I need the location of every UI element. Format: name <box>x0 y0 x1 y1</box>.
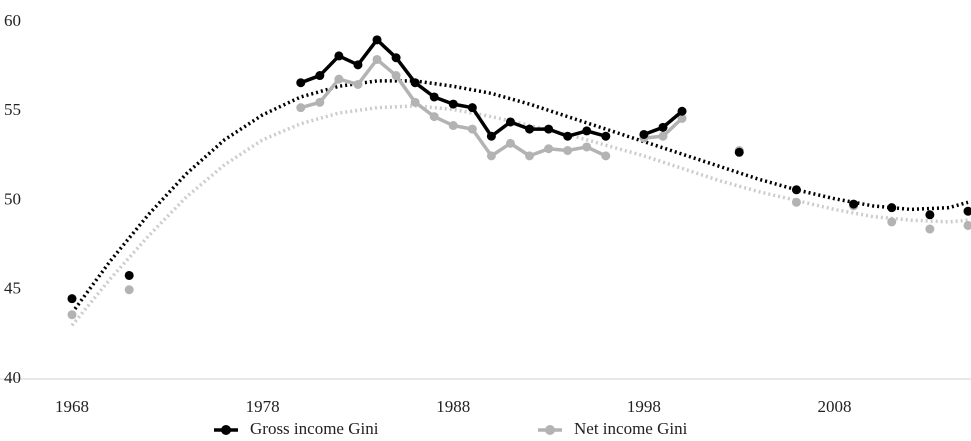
series-line <box>301 40 968 211</box>
data-point <box>315 71 325 81</box>
data-point <box>391 53 401 63</box>
y-tick-label: 45 <box>4 279 21 298</box>
data-point <box>525 124 535 134</box>
series-line <box>301 59 968 225</box>
data-point <box>448 121 458 131</box>
data-point <box>505 138 515 148</box>
data-point <box>429 92 439 102</box>
data-point <box>925 210 935 220</box>
data-point <box>296 103 306 113</box>
data-point <box>372 54 382 64</box>
data-point <box>315 97 325 107</box>
data-point <box>658 122 668 132</box>
data-point <box>601 131 611 141</box>
data-point <box>334 51 344 61</box>
legend-label: Net income Gini <box>574 419 688 438</box>
data-point <box>67 294 77 304</box>
data-point <box>124 270 134 280</box>
data-point <box>658 131 668 141</box>
y-tick-label: 40 <box>4 368 21 387</box>
x-tick-label: 1988 <box>436 397 470 416</box>
data-point <box>410 97 420 107</box>
data-point <box>582 142 592 152</box>
data-point <box>486 151 496 161</box>
y-tick-label: 55 <box>4 100 21 119</box>
data-point <box>582 126 592 136</box>
data-point <box>486 131 496 141</box>
data-point <box>925 224 935 234</box>
legend-marker <box>221 425 231 435</box>
data-point <box>677 113 687 123</box>
x-tick-label: 1998 <box>627 397 661 416</box>
data-point <box>505 117 515 127</box>
data-point <box>544 124 554 134</box>
data-point <box>677 106 687 116</box>
data-point <box>963 206 971 216</box>
data-point <box>563 131 573 141</box>
data-point <box>410 78 420 88</box>
data-point <box>791 185 801 195</box>
legend-marker <box>545 425 555 435</box>
data-point <box>429 112 439 122</box>
x-tick-label: 2008 <box>818 397 852 416</box>
data-point <box>525 151 535 161</box>
data-point <box>391 71 401 81</box>
data-point <box>467 124 477 134</box>
trendline <box>70 79 969 314</box>
data-point <box>448 99 458 109</box>
data-point <box>296 78 306 88</box>
data-point <box>639 129 649 139</box>
data-point <box>467 103 477 113</box>
data-point <box>372 35 382 45</box>
legend-label: Gross income Gini <box>250 419 379 438</box>
data-point <box>963 220 971 230</box>
x-tick-label: 1968 <box>55 397 89 416</box>
data-point <box>334 74 344 84</box>
data-point <box>544 144 554 154</box>
data-point <box>563 146 573 156</box>
data-point <box>67 310 77 320</box>
data-point <box>124 285 134 295</box>
trendline <box>70 104 969 327</box>
data-point <box>887 217 897 227</box>
data-point <box>601 151 611 161</box>
y-tick-label: 50 <box>4 189 21 208</box>
data-point <box>887 203 897 213</box>
x-tick-label: 1978 <box>246 397 280 416</box>
data-point <box>353 60 363 70</box>
data-point <box>791 197 801 207</box>
y-tick-label: 60 <box>4 11 21 30</box>
data-point <box>353 79 363 89</box>
data-point <box>734 147 744 157</box>
data-point <box>849 199 859 209</box>
